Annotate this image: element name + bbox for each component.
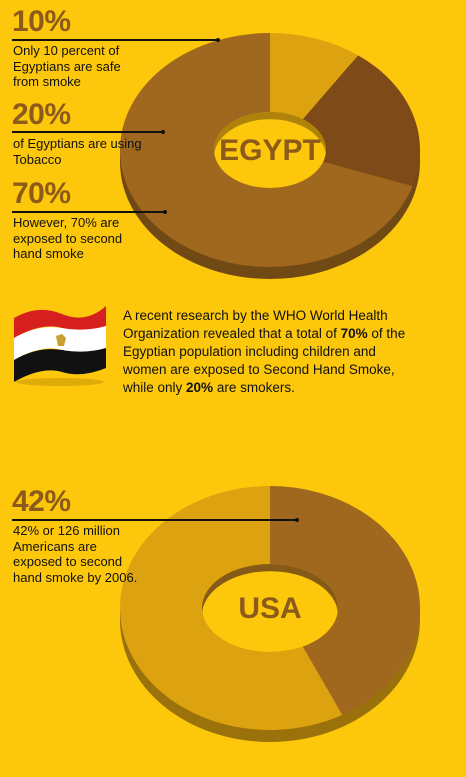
egypt-flag-icon (14, 306, 106, 386)
egypt-title: EGYPT (219, 134, 321, 167)
leader-dot-20 (161, 130, 165, 134)
leader-dot-10 (216, 38, 220, 42)
egypt-20-percent-label: 20% (12, 98, 71, 131)
usa-side-wall (120, 498, 420, 742)
usa-42-percent-text: 42% or 126 million Americans are exposed… (13, 523, 138, 585)
leader-line-10 (12, 39, 217, 41)
usa-shadow (123, 554, 417, 702)
research-text-part-3: are smokers. (213, 380, 295, 395)
egypt-slice-0 (270, 33, 359, 120)
leader-dot-42 (295, 518, 299, 522)
leader-dot-70 (163, 210, 167, 214)
research-text-part-1: A recent research by the WHO World Healt… (123, 308, 388, 341)
leader-line-20 (12, 131, 162, 133)
usa-slice-1 (119, 485, 343, 730)
egypt-inner-wall (214, 112, 326, 158)
egypt-70-percent-label: 70% (12, 177, 71, 210)
leader-line-70 (12, 211, 164, 213)
egypt-donut-chart: EGYPT (120, 33, 420, 279)
egypt-slice-1 (302, 55, 420, 187)
research-paragraph: A recent research by the WHO World Healt… (123, 307, 423, 397)
egypt-70-percent-text: However, 70% are exposed to second hand … (13, 215, 123, 261)
research-bold-20: 20% (186, 380, 214, 395)
egypt-10-percent-label: 10% (12, 5, 71, 38)
usa-center-hole (202, 564, 338, 652)
egypt-20-percent-text: of Egyptians are using Tobacco (13, 136, 142, 167)
leader-line-42 (12, 519, 296, 521)
egypt-10-percent-text: Only 10 percent of Egyptians are safe fr… (13, 43, 121, 89)
egypt-slice-2 (120, 33, 413, 268)
research-bold-70: 70% (340, 326, 368, 341)
usa-side-band (120, 608, 420, 620)
research-text-part-2: of the Egyptian population including chi… (123, 326, 406, 395)
usa-title: USA (238, 592, 301, 625)
usa-42-percent-label: 42% (12, 485, 71, 518)
usa-inner-wall (202, 564, 338, 616)
egypt-center-hole (214, 112, 326, 188)
